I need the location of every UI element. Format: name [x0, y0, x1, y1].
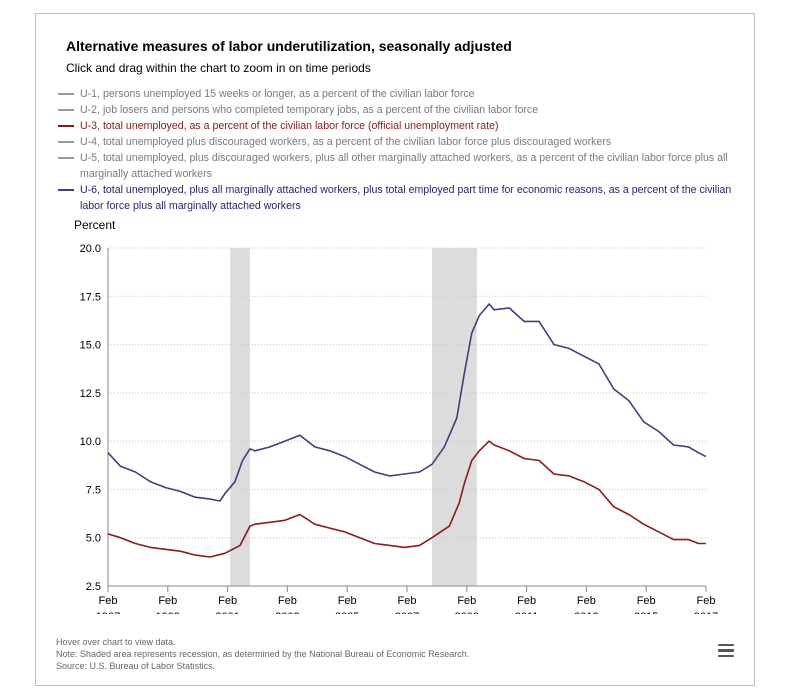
x-tick-month: Feb [697, 595, 716, 607]
x-tick-month: Feb [457, 595, 476, 607]
x-tick-month: Feb [278, 595, 297, 607]
legend-swatch-u5 [58, 157, 74, 159]
x-tick-year: 2009 [455, 611, 479, 614]
legend-item-u2[interactable]: U-2, job losers and persons who complete… [58, 102, 748, 118]
hamburger-menu-icon[interactable] [718, 644, 734, 658]
x-tick-year: 2001 [215, 611, 239, 614]
line-chart[interactable]: 2.5 5.0 7.5 10.0 12.5 15.0 17.5 20.0 Feb 1997 Feb 1… [36, 14, 754, 614]
chart-title: Alternative measures of labor underutili… [66, 38, 512, 54]
recession-band-0 [230, 248, 250, 586]
legend-item-u6[interactable]: U-6, total unemployed, plus all marginal… [58, 182, 748, 214]
x-tick-year: 2013 [574, 611, 598, 614]
legend-item-u3[interactable]: U-3, total unemployed, as a percent of t… [58, 118, 748, 134]
legend-label-u1: U-1, persons unemployed 15 weeks or long… [80, 88, 475, 100]
chart-container: Alternative measures of labor underutili… [35, 13, 755, 686]
legend-item-u5[interactable]: U-5, total unemployed, plus discouraged … [58, 150, 748, 182]
x-tick-month: Feb [577, 595, 596, 607]
chart-footer: Hover over chart to view data. Note: Sha… [56, 636, 469, 672]
series-line-u-6[interactable] [107, 303, 707, 502]
legend-label-u3: U-3, total unemployed, as a percent of t… [80, 120, 499, 132]
legend-swatch-u1 [58, 93, 74, 95]
legend-swatch-u4 [58, 141, 74, 143]
legend-swatch-u6 [58, 189, 74, 191]
x-tick-year: 1997 [96, 611, 120, 614]
y-tick-label: 15.0 [80, 340, 101, 352]
legend-item-u1[interactable]: U-1, persons unemployed 15 weeks or long… [58, 86, 748, 102]
source-note: Source: U.S. Bureau of Labor Statistics. [56, 661, 216, 671]
x-tick-year: 2015 [634, 611, 658, 614]
legend-item-u4[interactable]: U-4, total unemployed plus discouraged w… [58, 134, 748, 150]
legend-label-u5: U-5, total unemployed, plus discouraged … [80, 152, 728, 180]
recession-band-1 [432, 248, 477, 586]
y-tick-label: 5.0 [86, 533, 101, 545]
x-tick-month: Feb [158, 595, 177, 607]
recession-note: Note: Shaded area represents recession, … [56, 649, 470, 659]
y-tick-label: 7.5 [86, 484, 101, 496]
x-tick-year: 2003 [275, 611, 299, 614]
x-tick-month: Feb [398, 595, 417, 607]
hover-hint: Hover over chart to view data. [56, 637, 176, 647]
x-tick-month: Feb [637, 595, 656, 607]
y-tick-label: 20.0 [80, 243, 101, 255]
legend: U-1, persons unemployed 15 weeks or long… [58, 86, 748, 214]
y-tick-label: 2.5 [86, 581, 101, 593]
series-line-u-3[interactable] [107, 440, 706, 558]
legend-label-u4: U-4, total unemployed plus discouraged w… [80, 136, 612, 148]
legend-label-u6: U-6, total unemployed, plus all marginal… [80, 184, 732, 212]
x-tick-month: Feb [338, 595, 357, 607]
x-tick-year: 1999 [156, 611, 180, 614]
chart-subtitle: Click and drag within the chart to zoom … [66, 61, 371, 75]
x-tick-month: Feb [99, 595, 118, 607]
x-tick-month: Feb [218, 595, 237, 607]
y-tick-label: 12.5 [80, 388, 101, 400]
x-tick-year: 2007 [395, 611, 419, 614]
x-tick-year: 2017 [694, 611, 718, 614]
y-tick-label: 17.5 [80, 291, 101, 303]
x-tick-year: 2005 [335, 611, 359, 614]
y-axis-label: Percent [74, 218, 116, 232]
x-tick-month: Feb [517, 595, 536, 607]
legend-swatch-u3 [58, 125, 74, 127]
x-tick-year: 2011 [515, 611, 539, 614]
y-tick-label: 10.0 [80, 436, 101, 448]
legend-label-u2: U-2, job losers and persons who complete… [80, 104, 539, 116]
legend-swatch-u2 [58, 109, 74, 111]
